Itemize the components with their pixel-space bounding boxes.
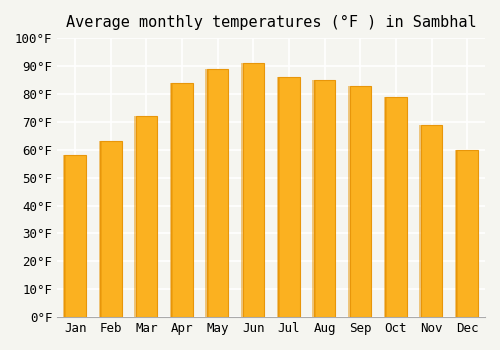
Title: Average monthly temperatures (°F ) in Sambhal: Average monthly temperatures (°F ) in Sa… bbox=[66, 15, 476, 30]
Bar bbox=[455, 150, 458, 317]
Bar bbox=[348, 85, 351, 317]
Bar bbox=[312, 80, 316, 317]
Bar bbox=[207, 69, 229, 317]
Bar bbox=[241, 63, 244, 317]
Bar bbox=[64, 155, 86, 317]
Bar bbox=[134, 116, 138, 317]
Bar bbox=[420, 125, 422, 317]
Bar bbox=[421, 125, 442, 317]
Bar bbox=[242, 63, 264, 317]
Bar bbox=[136, 116, 157, 317]
Bar bbox=[278, 77, 299, 317]
Bar bbox=[350, 85, 371, 317]
Bar bbox=[384, 97, 387, 317]
Bar bbox=[100, 141, 122, 317]
Bar bbox=[63, 155, 66, 317]
Bar bbox=[172, 83, 193, 317]
Bar bbox=[276, 77, 280, 317]
Bar bbox=[206, 69, 208, 317]
Bar bbox=[170, 83, 173, 317]
Bar bbox=[314, 80, 336, 317]
Bar bbox=[456, 150, 478, 317]
Bar bbox=[98, 141, 102, 317]
Bar bbox=[385, 97, 406, 317]
